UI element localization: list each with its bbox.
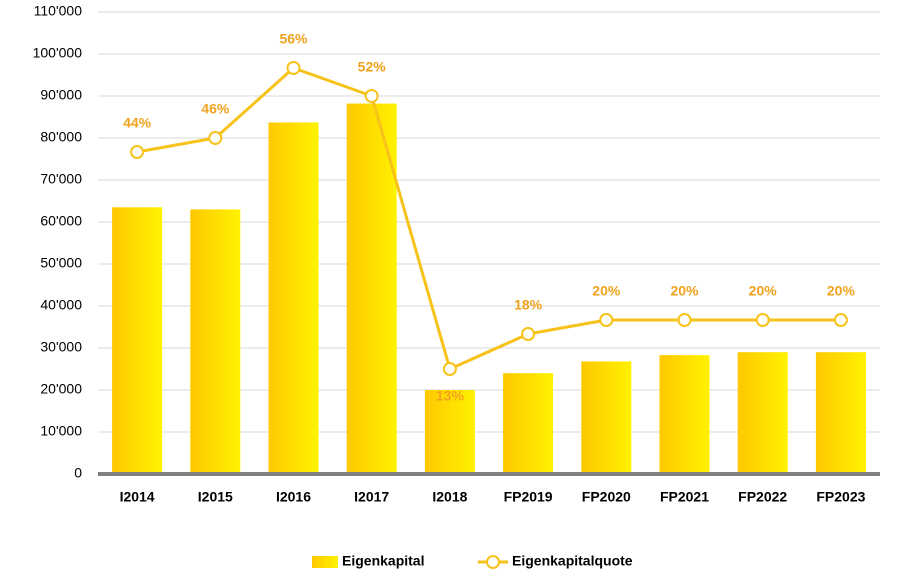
bar [268,122,319,475]
x-tick-label: I2018 [432,489,467,505]
line-marker [833,313,848,327]
y-tick-label: 10'000 [40,423,82,439]
bar [737,352,788,474]
legend-swatch [312,556,338,568]
data-label: 46% [201,101,230,117]
y-tick-label: 90'000 [40,87,82,103]
y-tick-label: 60'000 [40,213,82,229]
y-tick-label: 50'000 [40,255,82,271]
line-marker [286,61,301,75]
bar [503,373,554,474]
x-tick-label: I2017 [354,489,389,505]
legend-label: Eigenkapitalquote [512,553,633,569]
line-marker [599,313,614,327]
x-tick-label: FP2023 [816,489,865,505]
y-tick-label: 70'000 [40,171,82,187]
y-tick-label: 20'000 [40,381,82,397]
y-tick-label: 110'000 [34,3,83,19]
line-marker [130,145,145,159]
bar [190,209,241,474]
data-label: 20% [592,283,621,299]
line-marker [208,131,223,145]
data-label: 18% [514,297,543,313]
data-label: 13% [436,388,465,404]
bar [424,390,475,474]
data-label: 20% [827,283,856,299]
bar [112,207,163,475]
x-tick-label: I2015 [198,489,233,505]
legend-marker [486,555,500,569]
legend-label: Eigenkapital [342,553,424,569]
y-tick-label: 30'000 [40,339,82,355]
data-label: 56% [279,31,308,47]
bar [581,361,632,474]
data-label: 44% [123,115,152,131]
line-marker [521,327,536,341]
x-tick-label: FP2022 [738,489,787,505]
y-tick-label: 100'000 [33,45,83,61]
y-tick-label: 40'000 [40,297,82,313]
line-marker [755,313,770,327]
bar [815,352,866,474]
data-label: 52% [358,59,387,75]
x-tick-label: FP2019 [504,489,553,505]
line-marker [677,313,692,327]
line-marker [442,362,457,376]
x-tick-label: FP2020 [582,489,631,505]
line-marker [364,89,379,103]
x-tick-label: I2016 [276,489,311,505]
data-label: 20% [670,283,699,299]
y-tick-label: 80'000 [40,129,82,145]
data-label: 20% [749,283,778,299]
bar [659,355,710,474]
x-tick-label: I2014 [120,489,155,505]
x-tick-label: FP2021 [660,489,709,505]
line [136,66,841,372]
bar [346,103,397,474]
y-tick-label: 0 [74,465,82,481]
